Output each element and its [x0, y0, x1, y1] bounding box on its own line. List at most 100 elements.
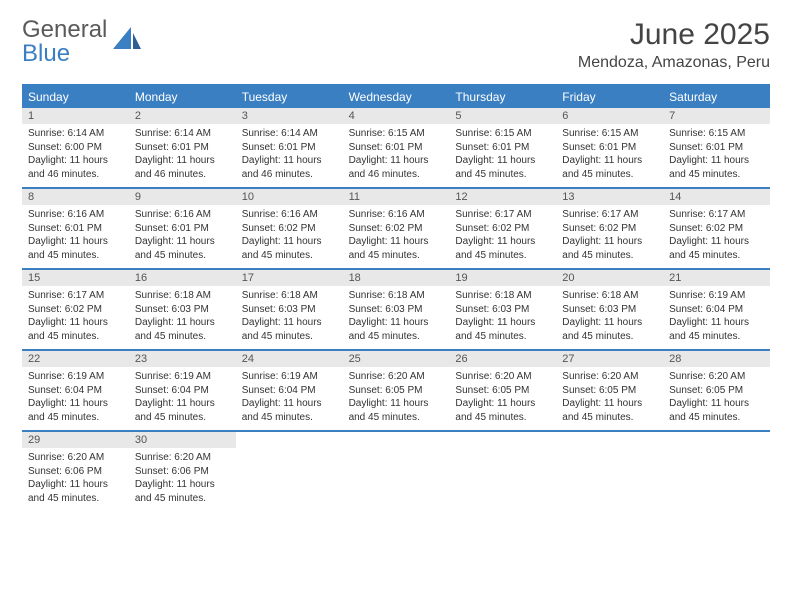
- day-details: Sunrise: 6:20 AMSunset: 6:06 PMDaylight:…: [22, 448, 129, 511]
- daylight-text: Daylight: 11 hours and 45 minutes.: [28, 397, 123, 424]
- day-details: Sunrise: 6:20 AMSunset: 6:05 PMDaylight:…: [449, 367, 556, 430]
- day-details: Sunrise: 6:18 AMSunset: 6:03 PMDaylight:…: [236, 286, 343, 349]
- sunrise-text: Sunrise: 6:20 AM: [669, 370, 764, 384]
- day-number: 2: [129, 108, 236, 124]
- day-number: 14: [663, 189, 770, 205]
- sunset-text: Sunset: 6:00 PM: [28, 141, 123, 155]
- day-details: Sunrise: 6:17 AMSunset: 6:02 PMDaylight:…: [663, 205, 770, 268]
- day-details: Sunrise: 6:18 AMSunset: 6:03 PMDaylight:…: [449, 286, 556, 349]
- daylight-text: Daylight: 11 hours and 46 minutes.: [135, 154, 230, 181]
- sunset-text: Sunset: 6:02 PM: [28, 303, 123, 317]
- sunrise-text: Sunrise: 6:20 AM: [28, 451, 123, 465]
- month-title: June 2025: [578, 18, 770, 52]
- daylight-text: Daylight: 11 hours and 45 minutes.: [28, 478, 123, 505]
- daylight-text: Daylight: 11 hours and 45 minutes.: [669, 397, 764, 424]
- sunset-text: Sunset: 6:01 PM: [562, 141, 657, 155]
- day-number: 10: [236, 189, 343, 205]
- day-cell: 29Sunrise: 6:20 AMSunset: 6:06 PMDayligh…: [22, 432, 129, 511]
- sunset-text: Sunset: 6:02 PM: [669, 222, 764, 236]
- day-number: 25: [343, 351, 450, 367]
- week-row: 1Sunrise: 6:14 AMSunset: 6:00 PMDaylight…: [22, 108, 770, 189]
- sunset-text: Sunset: 6:02 PM: [349, 222, 444, 236]
- sail-icon: [113, 27, 141, 54]
- day-cell: 19Sunrise: 6:18 AMSunset: 6:03 PMDayligh…: [449, 270, 556, 349]
- sunrise-text: Sunrise: 6:19 AM: [242, 370, 337, 384]
- sunset-text: Sunset: 6:01 PM: [242, 141, 337, 155]
- day-number: 9: [129, 189, 236, 205]
- day-number: 11: [343, 189, 450, 205]
- daylight-text: Daylight: 11 hours and 45 minutes.: [562, 154, 657, 181]
- daylight-text: Daylight: 11 hours and 45 minutes.: [28, 235, 123, 262]
- day-number: 15: [22, 270, 129, 286]
- sunrise-text: Sunrise: 6:16 AM: [242, 208, 337, 222]
- day-details: Sunrise: 6:19 AMSunset: 6:04 PMDaylight:…: [236, 367, 343, 430]
- day-number: 18: [343, 270, 450, 286]
- day-number: 22: [22, 351, 129, 367]
- sunrise-text: Sunrise: 6:16 AM: [135, 208, 230, 222]
- day-details: Sunrise: 6:19 AMSunset: 6:04 PMDaylight:…: [663, 286, 770, 349]
- day-details: Sunrise: 6:15 AMSunset: 6:01 PMDaylight:…: [663, 124, 770, 187]
- sunset-text: Sunset: 6:04 PM: [242, 384, 337, 398]
- sunrise-text: Sunrise: 6:15 AM: [455, 127, 550, 141]
- sunrise-text: Sunrise: 6:20 AM: [455, 370, 550, 384]
- sunrise-text: Sunrise: 6:19 AM: [669, 289, 764, 303]
- sunrise-text: Sunrise: 6:20 AM: [562, 370, 657, 384]
- logo: General Blue: [22, 18, 141, 66]
- sunrise-text: Sunrise: 6:18 AM: [349, 289, 444, 303]
- sunrise-text: Sunrise: 6:20 AM: [135, 451, 230, 465]
- day-cell: 10Sunrise: 6:16 AMSunset: 6:02 PMDayligh…: [236, 189, 343, 268]
- sunset-text: Sunset: 6:02 PM: [455, 222, 550, 236]
- sunset-text: Sunset: 6:06 PM: [135, 465, 230, 479]
- logo-word1: General: [22, 16, 107, 43]
- day-cell: 18Sunrise: 6:18 AMSunset: 6:03 PMDayligh…: [343, 270, 450, 349]
- weeks-container: 1Sunrise: 6:14 AMSunset: 6:00 PMDaylight…: [22, 108, 770, 511]
- daylight-text: Daylight: 11 hours and 45 minutes.: [135, 397, 230, 424]
- day-number: 4: [343, 108, 450, 124]
- sunset-text: Sunset: 6:05 PM: [562, 384, 657, 398]
- dayname-friday: Friday: [556, 86, 663, 108]
- day-details: Sunrise: 6:18 AMSunset: 6:03 PMDaylight:…: [556, 286, 663, 349]
- day-number: 7: [663, 108, 770, 124]
- day-cell: 16Sunrise: 6:18 AMSunset: 6:03 PMDayligh…: [129, 270, 236, 349]
- sunset-text: Sunset: 6:04 PM: [28, 384, 123, 398]
- daylight-text: Daylight: 11 hours and 45 minutes.: [242, 397, 337, 424]
- sunset-text: Sunset: 6:03 PM: [349, 303, 444, 317]
- day-cell: 6Sunrise: 6:15 AMSunset: 6:01 PMDaylight…: [556, 108, 663, 187]
- day-number: 3: [236, 108, 343, 124]
- day-number: 19: [449, 270, 556, 286]
- day-number: 12: [449, 189, 556, 205]
- dayname-monday: Monday: [129, 86, 236, 108]
- daylight-text: Daylight: 11 hours and 45 minutes.: [562, 316, 657, 343]
- daylight-text: Daylight: 11 hours and 45 minutes.: [242, 316, 337, 343]
- day-details: Sunrise: 6:19 AMSunset: 6:04 PMDaylight:…: [129, 367, 236, 430]
- day-cell: 13Sunrise: 6:17 AMSunset: 6:02 PMDayligh…: [556, 189, 663, 268]
- sunset-text: Sunset: 6:05 PM: [455, 384, 550, 398]
- sunset-text: Sunset: 6:04 PM: [669, 303, 764, 317]
- sunset-text: Sunset: 6:01 PM: [455, 141, 550, 155]
- day-cell: 15Sunrise: 6:17 AMSunset: 6:02 PMDayligh…: [22, 270, 129, 349]
- sunrise-text: Sunrise: 6:17 AM: [455, 208, 550, 222]
- day-number: 8: [22, 189, 129, 205]
- sunrise-text: Sunrise: 6:14 AM: [135, 127, 230, 141]
- week-row: 8Sunrise: 6:16 AMSunset: 6:01 PMDaylight…: [22, 189, 770, 270]
- header: General Blue June 2025 Mendoza, Amazonas…: [22, 18, 770, 72]
- daylight-text: Daylight: 11 hours and 45 minutes.: [349, 235, 444, 262]
- day-number: 30: [129, 432, 236, 448]
- day-cell: [343, 432, 450, 511]
- day-number: 21: [663, 270, 770, 286]
- daylight-text: Daylight: 11 hours and 45 minutes.: [349, 397, 444, 424]
- sunset-text: Sunset: 6:01 PM: [669, 141, 764, 155]
- day-details: Sunrise: 6:17 AMSunset: 6:02 PMDaylight:…: [22, 286, 129, 349]
- sunset-text: Sunset: 6:06 PM: [28, 465, 123, 479]
- day-cell: 9Sunrise: 6:16 AMSunset: 6:01 PMDaylight…: [129, 189, 236, 268]
- day-number: 24: [236, 351, 343, 367]
- title-block: June 2025 Mendoza, Amazonas, Peru: [578, 18, 770, 72]
- day-cell: 22Sunrise: 6:19 AMSunset: 6:04 PMDayligh…: [22, 351, 129, 430]
- daylight-text: Daylight: 11 hours and 46 minutes.: [242, 154, 337, 181]
- day-details: Sunrise: 6:16 AMSunset: 6:02 PMDaylight:…: [343, 205, 450, 268]
- day-details: Sunrise: 6:18 AMSunset: 6:03 PMDaylight:…: [343, 286, 450, 349]
- day-details: Sunrise: 6:16 AMSunset: 6:01 PMDaylight:…: [129, 205, 236, 268]
- day-details: Sunrise: 6:17 AMSunset: 6:02 PMDaylight:…: [449, 205, 556, 268]
- week-row: 22Sunrise: 6:19 AMSunset: 6:04 PMDayligh…: [22, 351, 770, 432]
- sunrise-text: Sunrise: 6:17 AM: [28, 289, 123, 303]
